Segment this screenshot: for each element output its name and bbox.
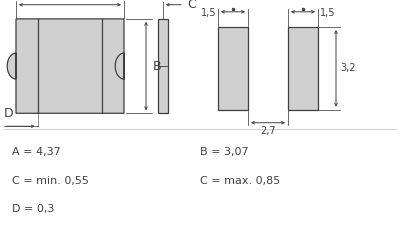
Text: B = 3,07: B = 3,07: [200, 147, 249, 157]
Bar: [288, 27, 318, 110]
Text: D = 0,3: D = 0,3: [12, 204, 54, 214]
Bar: [218, 27, 248, 110]
Text: 1,5: 1,5: [320, 8, 336, 18]
Text: C = max. 0,85: C = max. 0,85: [200, 176, 280, 185]
Text: D: D: [4, 107, 14, 120]
Text: B: B: [153, 59, 162, 73]
Bar: [158, 19, 168, 113]
Text: C = min. 0,55: C = min. 0,55: [12, 176, 89, 185]
PathPatch shape: [7, 19, 124, 113]
Text: A = 4,37: A = 4,37: [12, 147, 61, 157]
Text: 2,7: 2,7: [260, 126, 276, 136]
Text: 1,5: 1,5: [200, 8, 216, 18]
Text: C: C: [187, 0, 196, 11]
Text: 3,2: 3,2: [341, 63, 356, 73]
